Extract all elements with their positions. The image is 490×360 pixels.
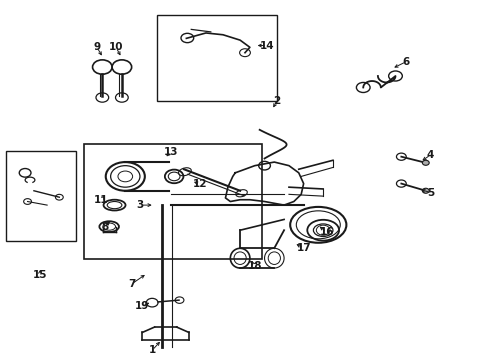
Text: 8: 8 — [101, 222, 108, 231]
Circle shape — [422, 188, 429, 193]
Text: 14: 14 — [260, 41, 274, 50]
Text: 9: 9 — [94, 42, 100, 52]
Text: 12: 12 — [193, 179, 207, 189]
Text: 6: 6 — [403, 57, 410, 67]
Text: 11: 11 — [94, 195, 109, 205]
Text: 13: 13 — [164, 147, 178, 157]
Text: 2: 2 — [273, 96, 280, 106]
Circle shape — [422, 160, 429, 165]
Bar — [157, 15, 277, 101]
Text: 4: 4 — [427, 150, 434, 160]
Text: 7: 7 — [128, 279, 135, 289]
Text: 16: 16 — [319, 227, 334, 237]
Bar — [5, 151, 76, 241]
Text: 19: 19 — [135, 301, 149, 311]
Text: 1: 1 — [148, 345, 156, 355]
Text: 10: 10 — [109, 42, 123, 52]
Bar — [84, 144, 262, 259]
Text: 5: 5 — [427, 188, 434, 198]
Text: 18: 18 — [247, 261, 262, 271]
Text: 3: 3 — [136, 200, 144, 210]
Text: 17: 17 — [296, 243, 311, 253]
Text: 15: 15 — [32, 270, 47, 280]
